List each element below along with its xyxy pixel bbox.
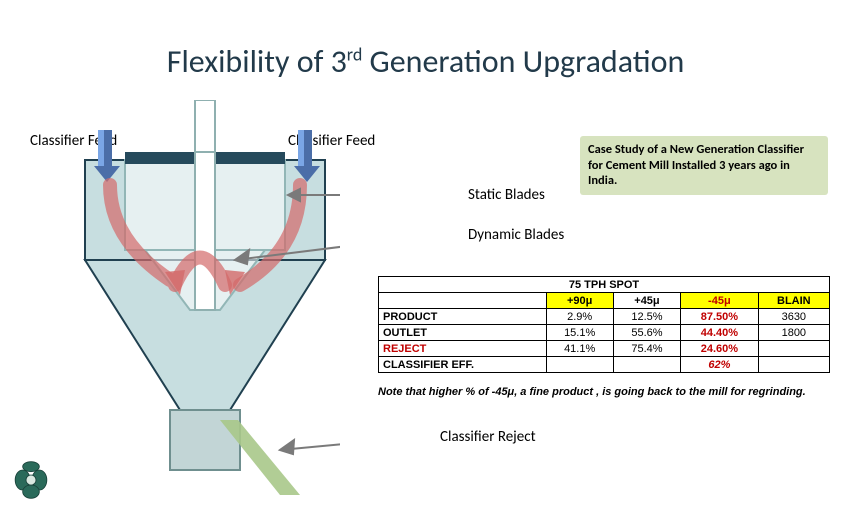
title-text: Flexibility of 3rd Generation Upgradatio… [167,42,685,81]
table-cell [758,341,829,357]
table-col-header: -45μ [681,293,759,309]
table-row-header: OUTLET [379,325,547,341]
table-row: REJECT41.1%75.4%24.60% [379,341,830,357]
table-cell: 24.60% [681,341,759,357]
table-cell: 41.1% [546,341,613,357]
table-row-header: CLASSIFIER EFF. [379,357,547,373]
company-logo-icon [14,460,48,500]
performance-table: 75 TPH SPOT +90μ+45μ-45μBLAIN PRODUCT2.9… [378,276,830,373]
table-cell: 1800 [758,325,829,341]
footnote: Note that higher % of -45μ, a fine produ… [378,386,838,398]
table-cell: 75.4% [613,341,680,357]
table-col-header: BLAIN [758,293,829,309]
table-row: CLASSIFIER EFF. 62% [379,357,830,373]
tube-mask [193,100,217,152]
table-cell [613,357,680,373]
table-row-header: PRODUCT [379,309,547,325]
case-study-box: Case Study of a New Generation Classifie… [580,136,828,195]
table-cell: 12.5% [613,309,680,325]
table-cell: 62% [681,357,759,373]
table-cell: 87.50% [681,309,759,325]
label-reject: Classifier Reject [440,428,536,446]
table-cell: 15.1% [546,325,613,341]
page-title: Flexibility of 3rd Generation Upgradatio… [0,38,851,89]
table-title: 75 TPH SPOT [379,277,830,293]
table-col-header: +45μ [613,293,680,309]
table-col-header [379,293,547,309]
table-cell [546,357,613,373]
reject-box [170,410,240,470]
table-row-header: REJECT [379,341,547,357]
classifier-diagram [70,100,340,495]
table-cell: 55.6% [613,325,680,341]
table-row: PRODUCT2.9%12.5%87.50%3630 [379,309,830,325]
table-row: OUTLET15.1%55.6%44.40%1800 [379,325,830,341]
label-dynamic: Dynamic Blades [468,226,564,244]
table-cell: 3630 [758,309,829,325]
table-cell [758,357,829,373]
label-static: Static Blades [468,186,545,204]
table-cell: 2.9% [546,309,613,325]
table-cell: 44.40% [681,325,759,341]
table-col-header: +90μ [546,293,613,309]
